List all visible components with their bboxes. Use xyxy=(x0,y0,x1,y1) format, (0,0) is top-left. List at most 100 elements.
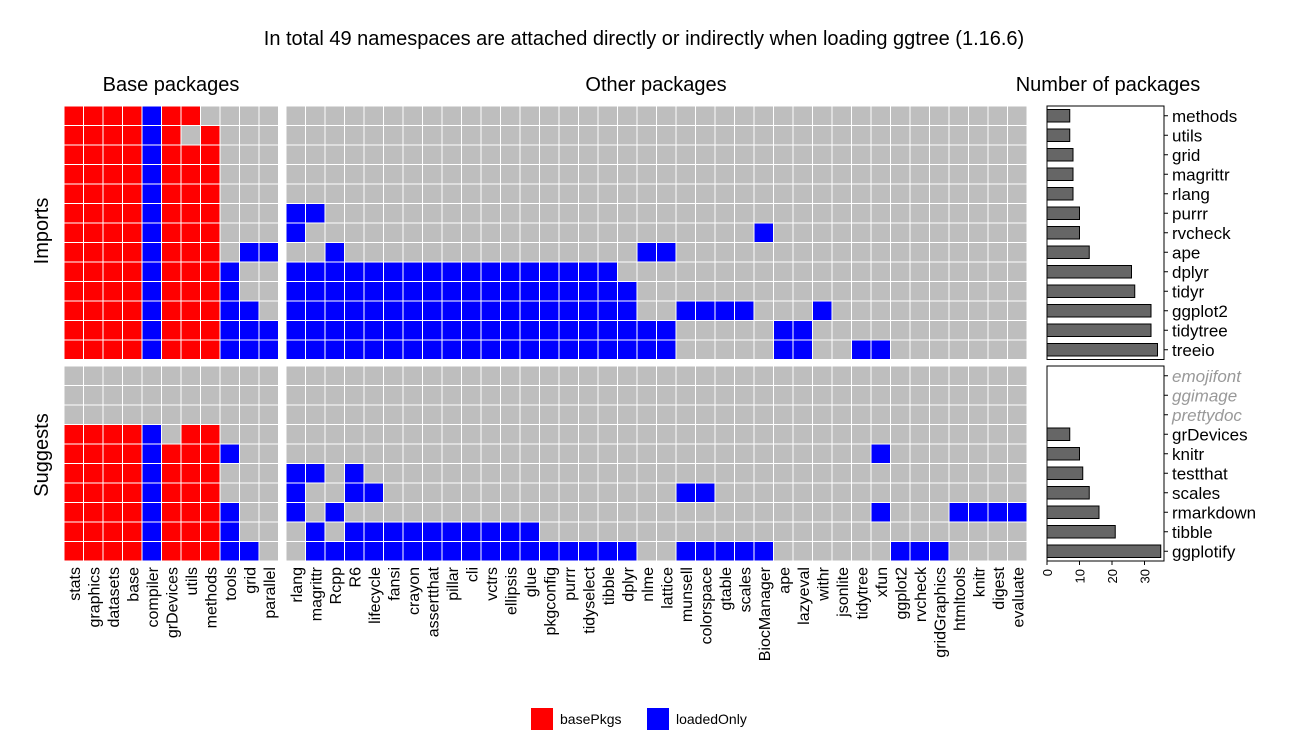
cell-imports-other-methods-lattice xyxy=(656,105,677,126)
cell-imports-other-tidytree-dplyr xyxy=(617,320,638,341)
cell-suggests-other-grDevices-evaluate xyxy=(1007,424,1028,445)
cell-imports-other-dplyr-fansi xyxy=(383,261,404,282)
cell-suggests-other-scales-gridGraphics xyxy=(929,482,950,503)
legend-swatch-basePkgs xyxy=(531,708,553,730)
cell-imports-other-ape-lifecycle xyxy=(363,242,384,263)
cell-imports-other-tidytree-xfun xyxy=(870,320,891,341)
cell-imports-other-grid-xfun xyxy=(870,144,891,165)
cell-suggests-other-emojifont-dplyr xyxy=(617,365,638,386)
cell-suggests-other-testthat-knitr xyxy=(968,463,989,484)
cell-imports-other-ape-vctrs xyxy=(480,242,501,263)
cell-imports-other-rvcheck-munsell xyxy=(675,222,696,243)
cell-suggests-other-emojifont-htmltools xyxy=(948,365,969,386)
cell-suggests-other-knitr-purrr xyxy=(558,443,579,464)
cell-suggests-base-rmarkdown-tools xyxy=(219,502,240,523)
row-label-suggests-ggplotify: ggplotify xyxy=(1172,542,1236,561)
cell-suggests-other-scales-assertthat xyxy=(422,482,443,503)
cell-suggests-other-knitr-vctrs xyxy=(480,443,501,464)
cell-imports-base-utils-grid xyxy=(239,125,260,146)
cell-imports-other-rlang-crayon xyxy=(402,183,423,204)
cell-imports-base-ggplot2-stats xyxy=(63,300,84,321)
cell-suggests-other-rmarkdown-colorspace xyxy=(695,502,716,523)
cell-suggests-base-prettydoc-parallel xyxy=(258,404,279,425)
cell-suggests-base-tibble-base xyxy=(122,521,143,542)
cell-suggests-other-ggplotify-htmltools xyxy=(948,541,969,562)
cell-suggests-other-testthat-glue xyxy=(519,463,540,484)
cell-suggests-other-ggplotify-lattice xyxy=(656,541,677,562)
row-label-suggests-testthat: testthat xyxy=(1172,464,1228,483)
cell-imports-other-rlang-xfun xyxy=(870,183,891,204)
cell-imports-other-rvcheck-htmltools xyxy=(948,222,969,243)
cell-imports-base-magrittr-graphics xyxy=(83,164,104,185)
cell-imports-other-dplyr-vctrs xyxy=(480,261,501,282)
cell-suggests-other-rmarkdown-tibble xyxy=(597,502,618,523)
cell-imports-other-dplyr-crayon xyxy=(402,261,423,282)
cell-imports-other-treeio-R6 xyxy=(344,339,365,360)
cell-imports-other-rlang-purrr xyxy=(558,183,579,204)
cell-imports-base-tidyr-base xyxy=(122,281,143,302)
cell-imports-other-rlang-glue xyxy=(519,183,540,204)
cell-imports-other-purrr-tidyselect xyxy=(578,203,599,224)
cell-suggests-other-ggimage-lattice xyxy=(656,385,677,406)
cell-imports-other-purrr-cli xyxy=(461,203,482,224)
cell-imports-other-magrittr-rvcheck xyxy=(909,164,930,185)
cell-imports-other-rlang-vctrs xyxy=(480,183,501,204)
cell-imports-other-dplyr-dplyr xyxy=(617,261,638,282)
cell-imports-other-rlang-munsell xyxy=(675,183,696,204)
cell-imports-other-tidyr-pillar xyxy=(441,281,462,302)
cell-imports-base-dplyr-grDevices xyxy=(161,261,182,282)
cell-suggests-other-prettydoc-ape xyxy=(773,404,794,425)
cell-imports-base-dplyr-methods xyxy=(200,261,221,282)
cell-suggests-other-testthat-digest xyxy=(987,463,1008,484)
cell-suggests-other-emojifont-rvcheck xyxy=(909,365,930,386)
cell-suggests-other-emojifont-scales xyxy=(734,365,755,386)
cell-imports-other-grid-crayon xyxy=(402,144,423,165)
cell-suggests-base-tibble-graphics xyxy=(83,521,104,542)
cell-imports-base-rvcheck-graphics xyxy=(83,222,104,243)
cell-imports-other-rvcheck-R6 xyxy=(344,222,365,243)
cell-suggests-other-emojifont-lifecycle xyxy=(363,365,384,386)
cell-suggests-other-knitr-colorspace xyxy=(695,443,716,464)
cell-imports-other-tidytree-crayon xyxy=(402,320,423,341)
cell-suggests-base-testthat-grDevices xyxy=(161,463,182,484)
cell-imports-other-grid-BiocManager xyxy=(753,144,774,165)
cell-suggests-other-tibble-dplyr xyxy=(617,521,638,542)
cell-imports-base-tidytree-grid xyxy=(239,320,260,341)
cell-suggests-base-knitr-methods xyxy=(200,443,221,464)
cell-suggests-other-tibble-cli xyxy=(461,521,482,542)
cell-suggests-other-testthat-colorspace xyxy=(695,463,716,484)
cell-imports-other-treeio-dplyr xyxy=(617,339,638,360)
cell-suggests-other-ggimage-withr xyxy=(812,385,833,406)
cell-imports-base-ggplot2-graphics xyxy=(83,300,104,321)
cell-suggests-other-ggplotify-glue xyxy=(519,541,540,562)
cell-imports-base-utils-methods xyxy=(200,125,221,146)
cell-suggests-other-testthat-evaluate xyxy=(1007,463,1028,484)
cell-imports-base-magrittr-tools xyxy=(219,164,240,185)
cell-imports-other-rvcheck-glue xyxy=(519,222,540,243)
cell-suggests-other-rmarkdown-ape xyxy=(773,502,794,523)
cell-imports-other-rvcheck-ggplot2 xyxy=(890,222,911,243)
column-label-BiocManager: BiocManager xyxy=(757,566,774,661)
cell-imports-base-utils-compiler xyxy=(141,125,162,146)
row-label-suggests-prettydoc: prettydoc xyxy=(1171,406,1242,425)
cell-suggests-other-ggplotify-withr xyxy=(812,541,833,562)
cell-imports-other-rvcheck-rvcheck xyxy=(909,222,930,243)
cell-suggests-base-tibble-stats xyxy=(63,521,84,542)
cell-suggests-base-scales-compiler xyxy=(141,482,162,503)
cell-imports-other-treeio-scales xyxy=(734,339,755,360)
cell-imports-base-methods-grDevices xyxy=(161,105,182,126)
cell-suggests-other-ggplotify-tidytree xyxy=(851,541,872,562)
cell-imports-other-ape-magrittr xyxy=(305,242,326,263)
cell-imports-base-ape-grid xyxy=(239,242,260,263)
cell-imports-other-dplyr-munsell xyxy=(675,261,696,282)
cell-suggests-other-testthat-gtable xyxy=(714,463,735,484)
cell-suggests-other-tibble-lifecycle xyxy=(363,521,384,542)
cell-imports-other-tidyr-lazyeval xyxy=(792,281,813,302)
column-label-ggplot2: ggplot2 xyxy=(893,567,910,620)
cell-imports-other-rvcheck-rlang xyxy=(285,222,306,243)
cell-imports-other-utils-rlang xyxy=(285,125,306,146)
cell-suggests-base-ggimage-datasets xyxy=(102,385,123,406)
cell-imports-other-methods-nlme xyxy=(636,105,657,126)
cell-imports-other-tidyr-dplyr xyxy=(617,281,638,302)
cell-imports-other-tidyr-rlang xyxy=(285,281,306,302)
